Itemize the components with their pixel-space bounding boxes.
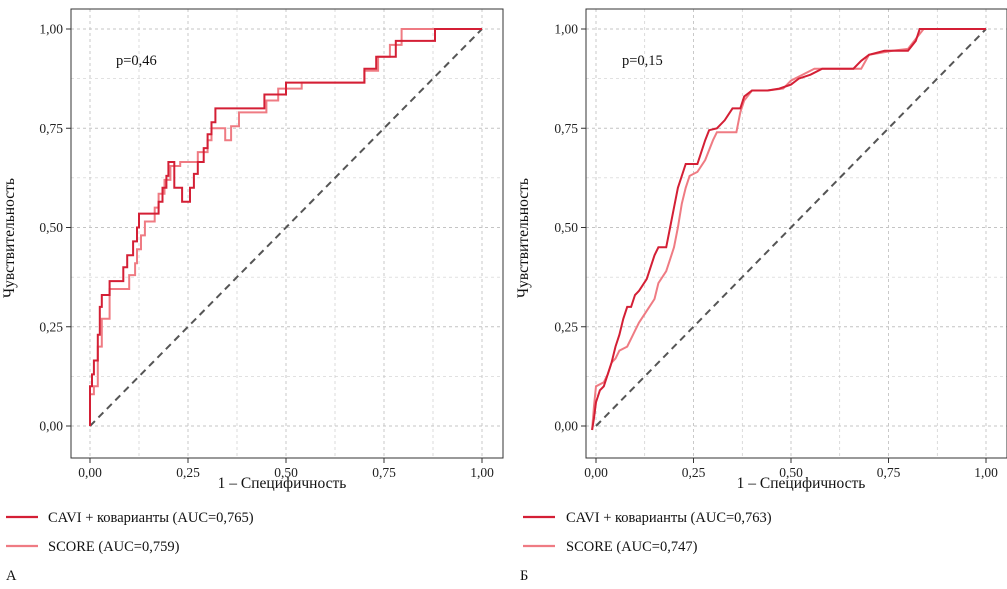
plot-frame — [70, 8, 504, 459]
roc-panel-2: 0,00 0,25 0,50 0,75 1,00 0,00 0,25 0,50 0,75 1,00… — [515, 8, 1007, 584]
x-tick-label: 0,75 — [877, 465, 901, 480]
x-tick-label: 1,00 — [470, 465, 494, 480]
panel-label: Б — [520, 568, 528, 584]
y-tick-label: 0,00 — [554, 419, 578, 434]
x-tick-label: 0,50 — [779, 465, 803, 480]
x-tick-label: 0,50 — [274, 465, 298, 480]
y-tick-label: 0,25 — [39, 319, 63, 334]
roc-line-cavi — [89, 28, 482, 426]
y-tick-label: 0,75 — [39, 121, 63, 136]
x-axis-label: 1 – Специфичность — [218, 475, 347, 492]
roc-panel-1: 0,00 0,25 0,50 0,75 1,00 0,00 0,25 0,50 0,75 1,00… — [1, 8, 504, 584]
y-axis-label: Чувствительность — [1, 178, 18, 298]
roc-line-cavi — [591, 28, 986, 431]
y-tick-label: 0,50 — [554, 220, 578, 235]
roc-line-score — [89, 28, 482, 426]
x-tick-label: 0,25 — [176, 465, 200, 480]
legend-label: SCORE (AUC=0,759) — [48, 539, 180, 555]
legend-label: SCORE (AUC=0,747) — [566, 539, 698, 555]
reference-diagonal — [595, 28, 987, 427]
x-tick-label: 0,00 — [78, 465, 102, 480]
y-tick-label: 0,25 — [554, 319, 578, 334]
x-tick-label: 1,00 — [974, 465, 998, 480]
plot-frame — [585, 8, 1007, 459]
x-tick-label: 0,75 — [372, 465, 396, 480]
legend-label: CAVI + коварианты (AUC=0,763) — [566, 510, 772, 526]
p-value-annotation: p=0,46 — [116, 53, 157, 69]
legend-label: CAVI + коварианты (AUC=0,765) — [48, 510, 254, 526]
x-axis-label: 1 – Специфичность — [737, 475, 866, 492]
reference-diagonal — [89, 28, 483, 427]
y-tick-label: 1,00 — [39, 22, 63, 37]
x-tick-label: 0,25 — [682, 465, 706, 480]
panel-label: А — [6, 568, 17, 584]
x-tick-label: 0,00 — [584, 465, 608, 480]
y-axis-label: Чувствительность — [515, 178, 532, 298]
p-value-annotation: p=0,15 — [622, 53, 663, 69]
y-tick-label: 0,75 — [554, 121, 578, 136]
y-tick-label: 0,50 — [39, 220, 63, 235]
y-tick-label: 0,00 — [39, 419, 63, 434]
y-tick-label: 1,00 — [554, 22, 578, 37]
